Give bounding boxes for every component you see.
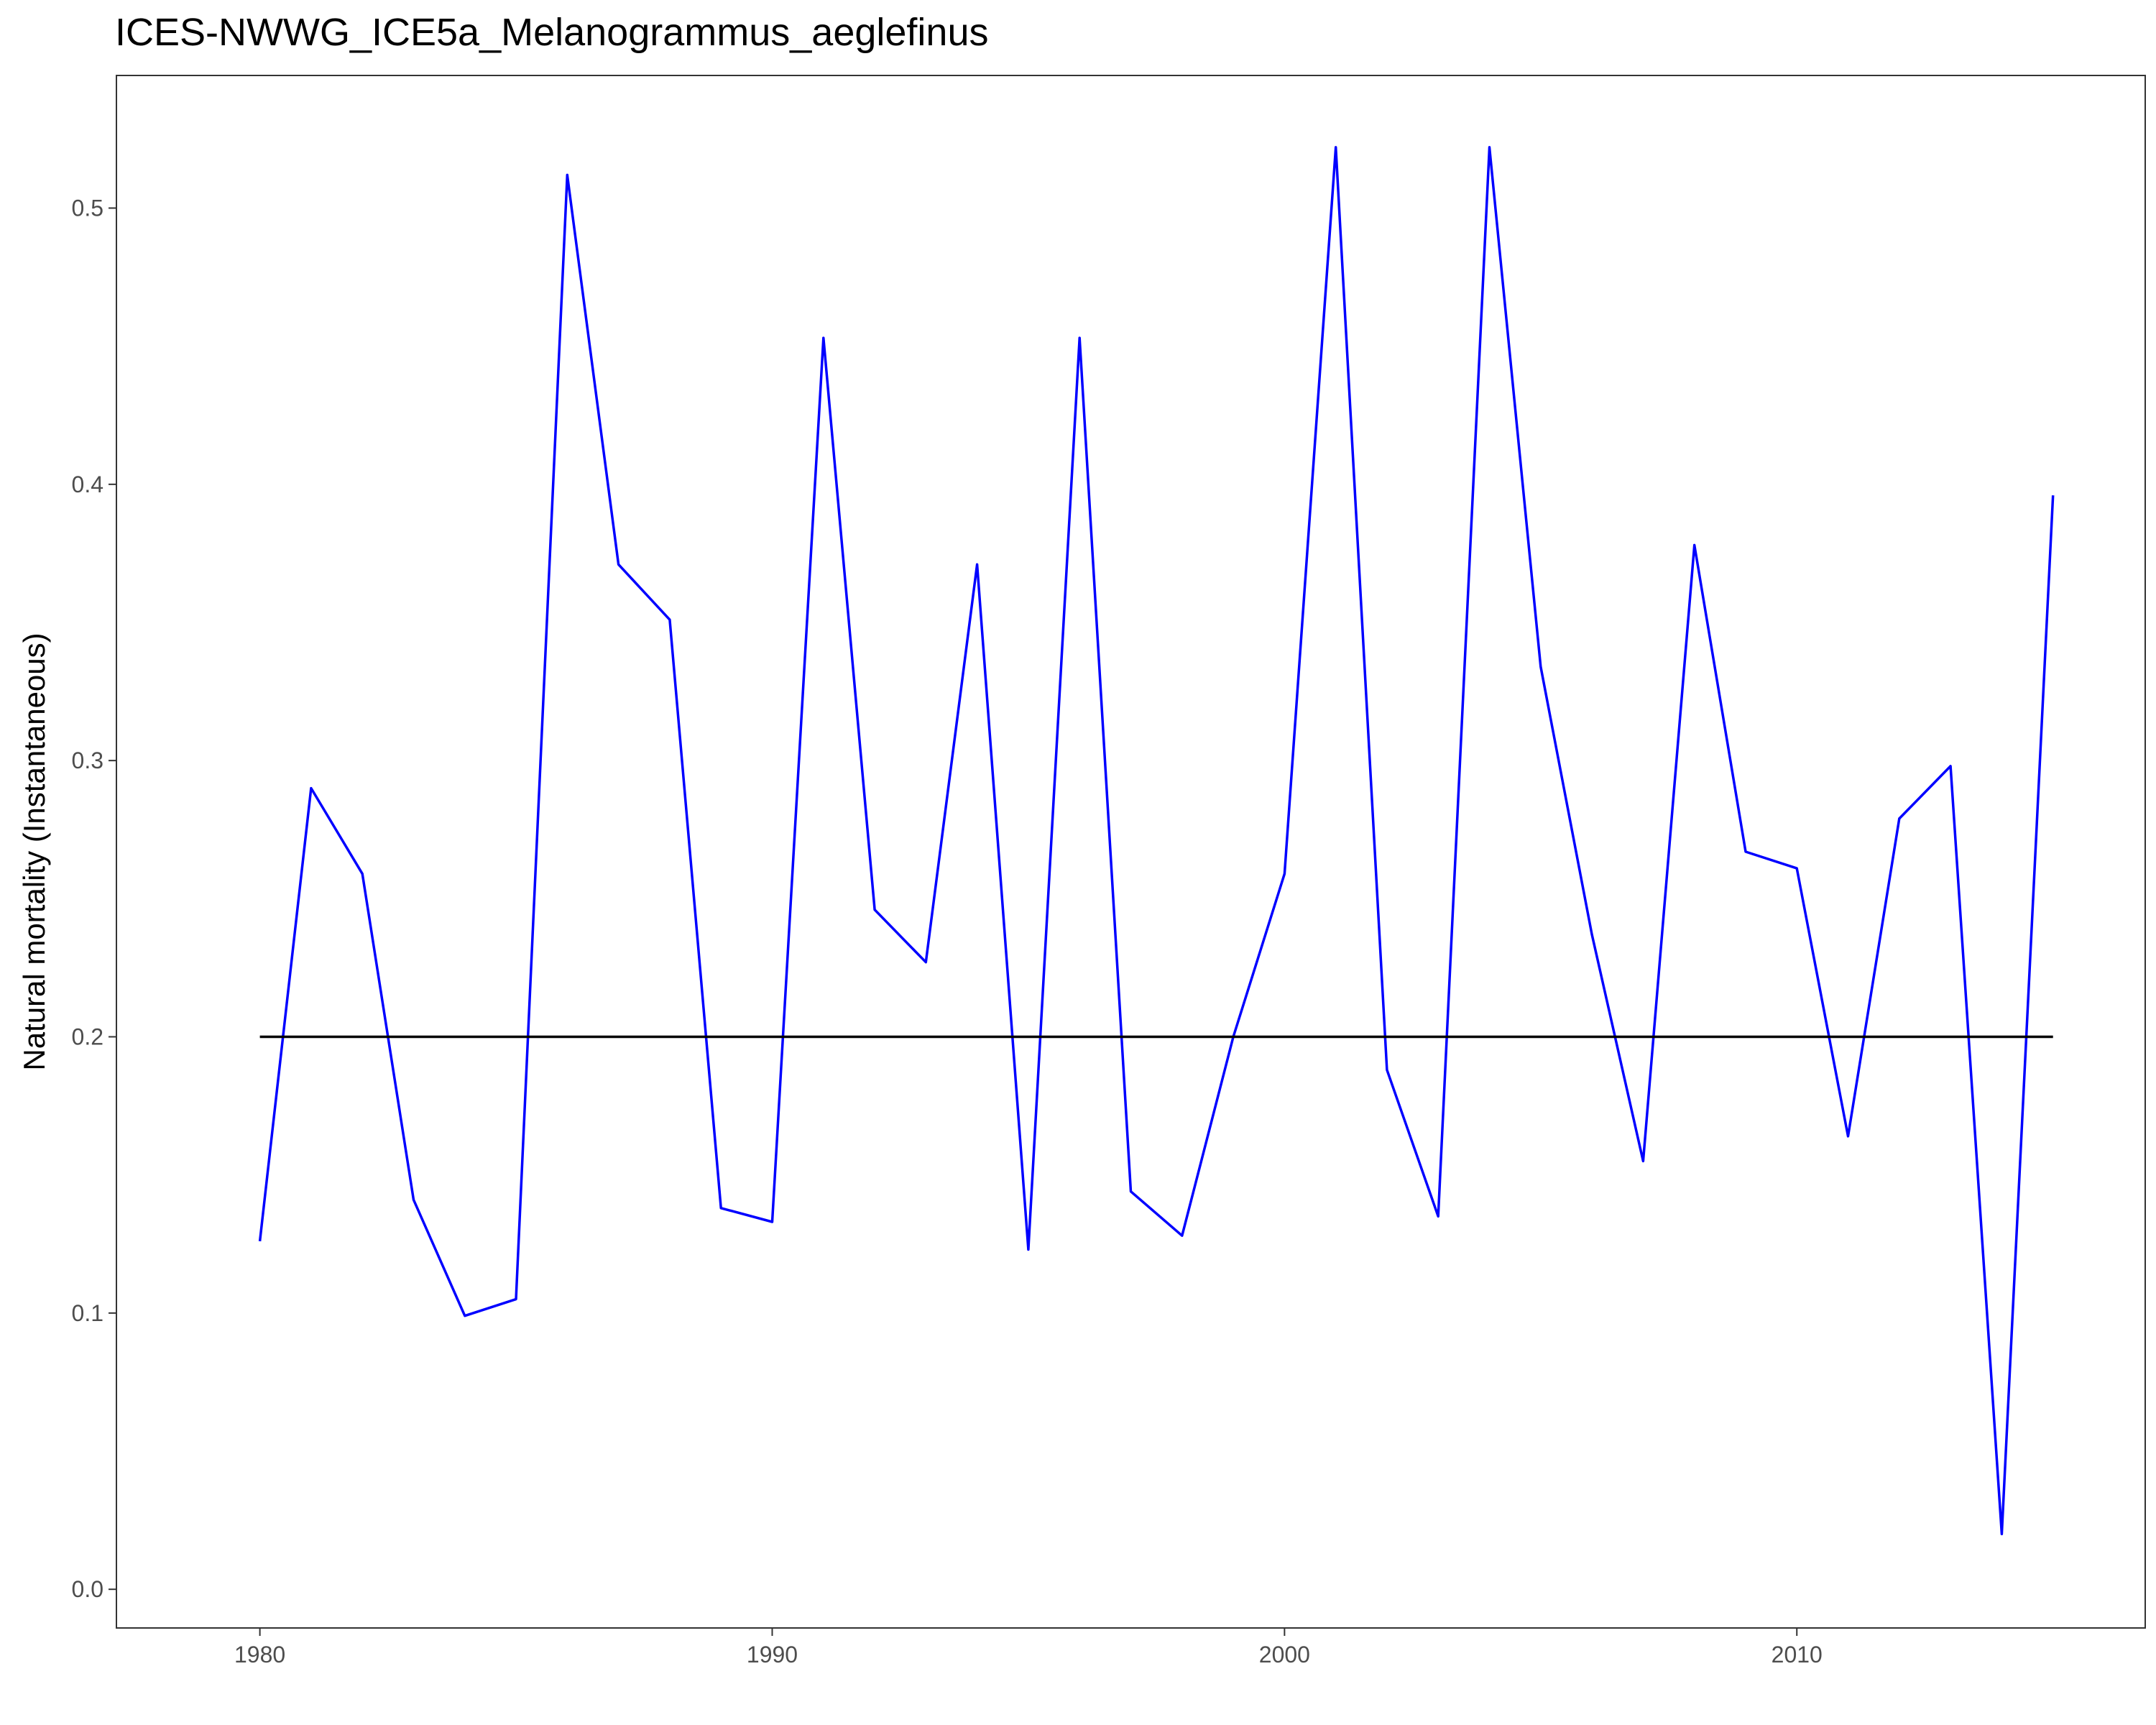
x-tick-label: 1990 [747, 1642, 798, 1668]
axis-ticks: 1980 1990 2000 2010 0.0 0.1 0.2 0.3 0.4 0.5 [72, 195, 1823, 1668]
series-line-mortality [258, 146, 2055, 1536]
y-tick-label: 0.0 [72, 1576, 103, 1602]
y-tick-label: 0.2 [72, 1024, 103, 1050]
x-tick-label: 1980 [234, 1642, 285, 1668]
x-tick-label: 2010 [1772, 1642, 1823, 1668]
plot-panel [116, 75, 2146, 1629]
y-axis-title: Natural mortality (Instantaneous) [17, 632, 51, 1070]
y-tick-label: 0.3 [72, 748, 103, 773]
y-tick-label: 0.5 [72, 195, 103, 221]
y-tick-label: 0.1 [72, 1300, 103, 1326]
y-tick-label: 0.4 [72, 472, 103, 497]
series-layer [258, 146, 2055, 1536]
x-tick-label: 2000 [1259, 1642, 1310, 1668]
chart-title: ICES-NWWG_ICE5a_Melanogrammus_aeglefinus [115, 11, 989, 54]
